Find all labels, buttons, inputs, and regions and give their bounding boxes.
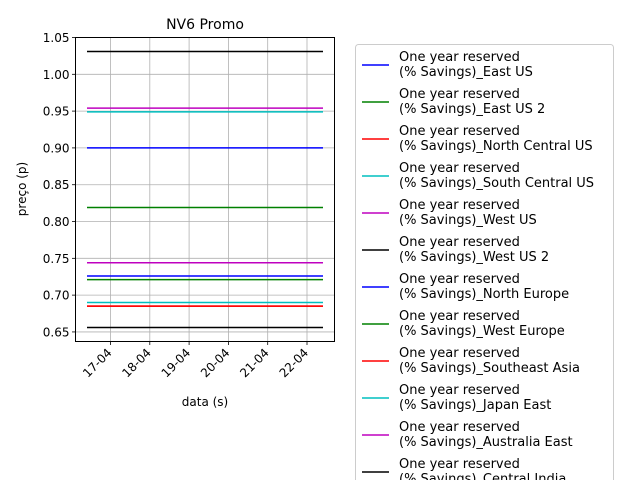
legend-entry: One year reserved (% Savings)_Japan East xyxy=(399,383,551,413)
legend-entry: One year reserved (% Savings)_West US 2 xyxy=(399,235,549,265)
legend-entry: One year reserved (% Savings)_North Europ… xyxy=(399,272,569,302)
y-tick-label: 0.90 xyxy=(43,141,70,155)
plot-area-frame xyxy=(75,37,335,342)
legend: One year reserved (% Savings)_East US One … xyxy=(355,44,614,480)
legend-entry: One year reserved (% Savings)_Southeast A… xyxy=(399,346,580,376)
grid xyxy=(75,37,335,342)
x-tick-label: 17-04 xyxy=(80,346,115,381)
y-tick-label: 0.75 xyxy=(43,252,70,266)
legend-entry: One year reserved (% Savings)_West US xyxy=(399,198,537,228)
legend-frame xyxy=(355,44,614,480)
legend-entry: One year reserved (% Savings)_Central Ind… xyxy=(399,457,566,480)
series-lines xyxy=(87,50,323,329)
legend-entry: One year reserved (% Savings)_East US 2 xyxy=(399,87,545,117)
y-tick-label: 0.70 xyxy=(43,289,70,303)
legend-entry: One year reserved (% Savings)_West Europe xyxy=(399,309,565,339)
y-axis-label: preço (p) xyxy=(15,162,29,216)
legend-entry: One year reserved (% Savings)_East US xyxy=(399,50,533,80)
legend-entry: One year reserved (% Savings)_Australia E… xyxy=(399,420,573,450)
x-tick-label: 22-04 xyxy=(277,346,312,381)
y-tick-label: 0.95 xyxy=(43,105,70,119)
y-tick-label: 1.05 xyxy=(43,31,70,45)
y-tick-label: 0.85 xyxy=(43,178,70,192)
chart-title: NV6 Promo xyxy=(166,17,244,33)
x-axis-label: data (s) xyxy=(182,395,228,409)
x-tick-label: 19-04 xyxy=(159,346,194,381)
x-tick-label: 18-04 xyxy=(119,346,154,381)
y-tick-label: 0.80 xyxy=(43,215,70,229)
y-tick-label: 1.00 xyxy=(43,68,70,82)
legend-entry: One year reserved (% Savings)_North Centr… xyxy=(399,124,593,154)
legend-entry: One year reserved (% Savings)_South Centr… xyxy=(399,161,594,191)
x-tick-label: 20-04 xyxy=(198,346,233,381)
y-tick-label: 0.65 xyxy=(43,325,70,339)
x-tick-label: 21-04 xyxy=(237,346,272,381)
